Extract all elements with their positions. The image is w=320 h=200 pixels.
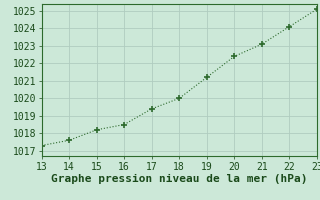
X-axis label: Graphe pression niveau de la mer (hPa): Graphe pression niveau de la mer (hPa) bbox=[51, 174, 308, 184]
